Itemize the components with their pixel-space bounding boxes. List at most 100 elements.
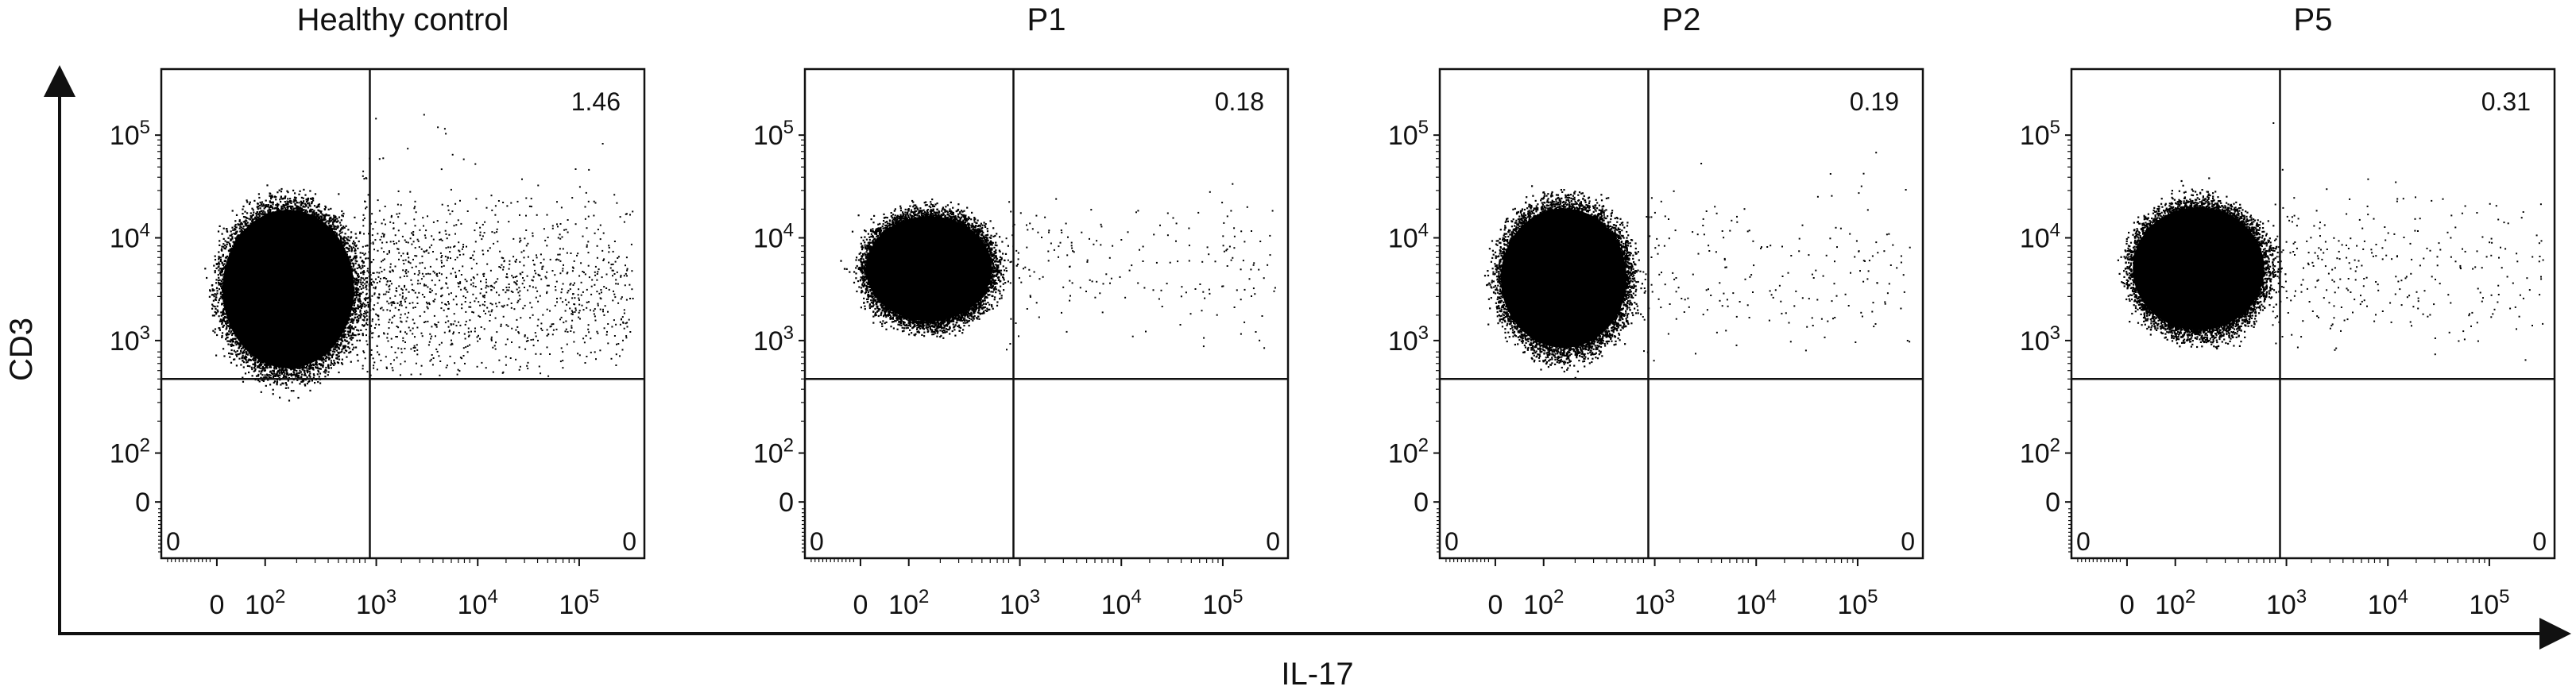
event-dot bbox=[591, 279, 594, 281]
event-dot bbox=[1000, 274, 1003, 276]
event-dot bbox=[607, 310, 609, 313]
event-dot bbox=[987, 264, 989, 268]
event-dot bbox=[913, 204, 915, 206]
event-dot bbox=[354, 326, 357, 328]
event-dot bbox=[432, 357, 435, 359]
event-dot bbox=[320, 222, 323, 224]
event-dot bbox=[559, 248, 561, 250]
event-dot bbox=[292, 210, 295, 213]
event-dot bbox=[359, 256, 362, 259]
event-dot bbox=[372, 280, 374, 283]
event-dot bbox=[895, 312, 898, 314]
event-dot bbox=[861, 255, 863, 257]
event-dot bbox=[362, 302, 365, 304]
event-dot bbox=[266, 214, 269, 217]
event-dot bbox=[560, 291, 563, 294]
event-dot bbox=[625, 299, 628, 301]
event-dot bbox=[273, 367, 276, 369]
event-dot bbox=[233, 324, 235, 326]
event-dot bbox=[399, 317, 401, 319]
event-dot bbox=[221, 322, 223, 324]
event-dot bbox=[619, 216, 621, 218]
event-dot bbox=[957, 325, 959, 328]
event-dot bbox=[463, 333, 466, 335]
event-dot bbox=[306, 383, 308, 385]
event-dot bbox=[249, 228, 251, 230]
event-dot bbox=[474, 241, 477, 243]
event-dot bbox=[341, 214, 343, 217]
event-dot bbox=[238, 357, 241, 360]
event-dot bbox=[378, 280, 381, 283]
event-dot bbox=[304, 369, 306, 372]
plot-frame bbox=[160, 67, 646, 560]
event-dot bbox=[265, 213, 268, 215]
event-dot bbox=[404, 239, 406, 241]
event-dot bbox=[482, 253, 485, 256]
event-dot bbox=[242, 361, 246, 364]
event-dot bbox=[955, 322, 957, 324]
event-dot bbox=[340, 229, 342, 231]
event-dot bbox=[364, 306, 366, 308]
event-dot bbox=[587, 241, 590, 243]
event-dot bbox=[619, 323, 621, 326]
event-dot bbox=[435, 258, 438, 260]
event-dot bbox=[351, 307, 354, 310]
event-dot bbox=[229, 248, 231, 251]
event-dot bbox=[286, 369, 288, 372]
event-dot bbox=[206, 276, 208, 280]
event-dot bbox=[320, 215, 323, 218]
event-dot bbox=[995, 255, 997, 257]
event-dot bbox=[999, 298, 1001, 300]
event-dot bbox=[307, 365, 311, 368]
event-dot bbox=[359, 231, 362, 233]
event-dot bbox=[866, 298, 868, 301]
event-dot bbox=[567, 219, 569, 221]
event-dot bbox=[991, 252, 993, 254]
event-dot bbox=[393, 314, 396, 317]
event-dot bbox=[344, 330, 346, 332]
event-dot bbox=[279, 210, 281, 213]
event-dot bbox=[332, 223, 335, 226]
event-dot bbox=[296, 367, 299, 369]
event-dot bbox=[559, 223, 562, 225]
event-dot bbox=[508, 283, 510, 285]
event-dot bbox=[362, 214, 365, 216]
event-dot bbox=[278, 211, 280, 214]
event-dot bbox=[236, 244, 238, 246]
event-dot bbox=[222, 268, 225, 270]
event-dot bbox=[596, 273, 598, 275]
event-dot bbox=[413, 350, 416, 352]
event-dot bbox=[224, 240, 226, 242]
event-dot bbox=[590, 351, 592, 353]
event-dot bbox=[333, 230, 335, 233]
event-dot bbox=[400, 303, 402, 305]
event-dot bbox=[348, 249, 350, 252]
event-dot bbox=[578, 354, 581, 357]
event-dot bbox=[252, 363, 254, 365]
event-dot bbox=[265, 364, 268, 366]
event-dot bbox=[366, 281, 368, 283]
event-dot bbox=[216, 305, 219, 307]
event-dot bbox=[450, 323, 452, 325]
event-dot bbox=[516, 326, 519, 328]
event-dot bbox=[328, 352, 331, 355]
event-dot bbox=[309, 365, 311, 368]
event-dot bbox=[578, 288, 580, 291]
event-dot bbox=[615, 353, 617, 356]
event-dot bbox=[217, 263, 219, 265]
event-dot bbox=[416, 238, 419, 241]
event-dot bbox=[230, 349, 233, 352]
event-dot bbox=[342, 227, 344, 229]
event-dot bbox=[366, 324, 369, 326]
event-dot bbox=[508, 221, 510, 223]
event-dot bbox=[240, 348, 243, 350]
event-dot bbox=[296, 205, 298, 207]
event-dot bbox=[407, 253, 408, 255]
event-dot bbox=[562, 283, 564, 285]
event-dot bbox=[231, 334, 234, 337]
event-dot bbox=[230, 326, 232, 329]
event-dot bbox=[327, 228, 330, 231]
event-dot bbox=[234, 246, 237, 249]
event-dot bbox=[348, 245, 350, 247]
event-dot bbox=[453, 313, 455, 315]
